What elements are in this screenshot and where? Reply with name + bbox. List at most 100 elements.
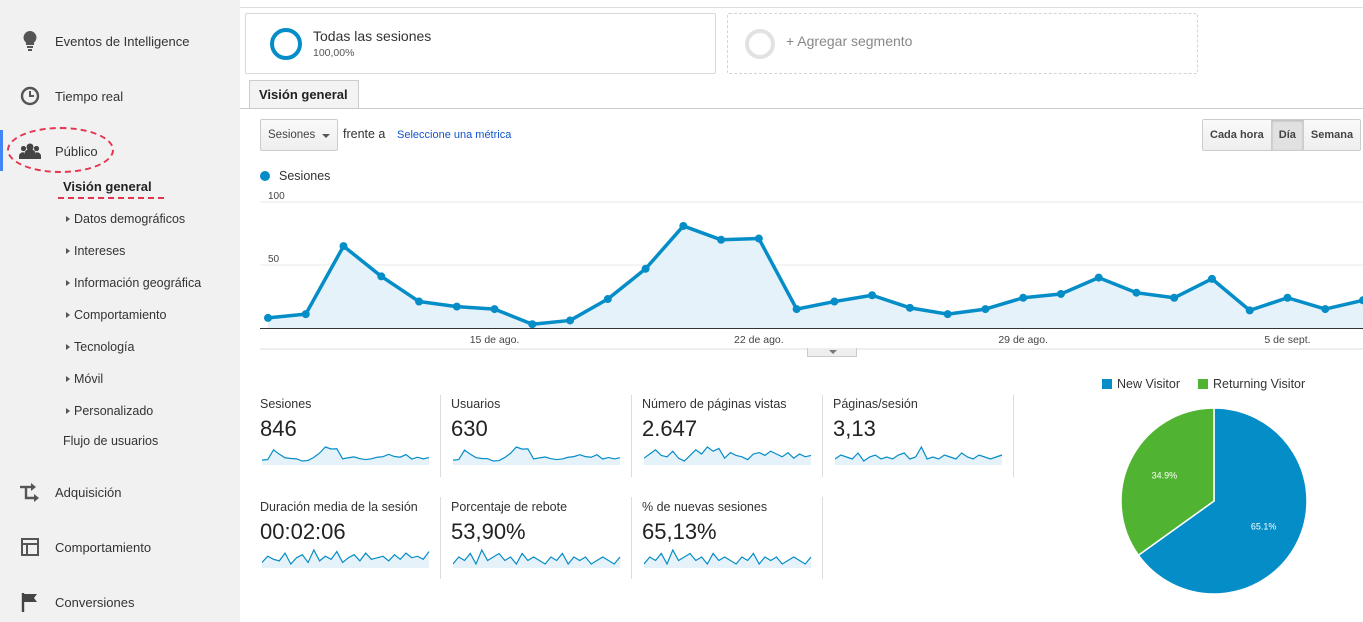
pie-slice-label: 34.9%: [1152, 471, 1178, 481]
metric-dropdown[interactable]: Sesiones: [260, 119, 338, 151]
data-point[interactable]: [603, 295, 612, 304]
main-content: Todas las sesiones 100,00% + Agregar seg…: [240, 0, 1363, 622]
metric-card[interactable]: Número de páginas vistas 2.647: [642, 397, 823, 479]
metric-card[interactable]: Sesiones 846: [260, 397, 441, 479]
granularity-week-button[interactable]: Semana: [1303, 120, 1362, 150]
subnav-label: Tecnología: [74, 340, 135, 354]
lightbulb-icon: [19, 30, 41, 52]
data-point[interactable]: [1094, 273, 1103, 282]
data-point[interactable]: [452, 302, 461, 311]
data-point[interactable]: [415, 297, 424, 306]
select-metric-link[interactable]: Seleccione una métrica: [397, 129, 512, 141]
x-tick-label: 15 de ago.: [470, 334, 520, 346]
empty-segment-ring-icon: [745, 29, 775, 59]
tab-overview[interactable]: Visión general: [249, 80, 359, 109]
nav-audience[interactable]: Público: [0, 131, 240, 171]
subnav-behavior[interactable]: Comportamiento: [66, 305, 166, 325]
metric-card[interactable]: Porcentaje de rebote 53,90%: [451, 500, 632, 582]
data-point[interactable]: [339, 242, 348, 251]
chart-collapse-handle[interactable]: [807, 348, 857, 357]
subnav-label: Personalizado: [74, 404, 154, 418]
versus-label: frente a: [343, 127, 386, 141]
y-tick-label: 100: [268, 191, 285, 202]
data-point[interactable]: [868, 291, 877, 300]
audience-icon: [19, 140, 41, 162]
data-point[interactable]: [905, 303, 914, 312]
metric-card[interactable]: Duración media de la sesión 00:02:06: [260, 500, 441, 582]
data-point[interactable]: [1170, 293, 1179, 302]
data-point[interactable]: [792, 305, 801, 314]
series-legend-marker: [260, 171, 270, 181]
granularity-day-button[interactable]: Día: [1271, 120, 1304, 150]
pie-legend-new: New Visitor: [1102, 377, 1180, 391]
subnav-interests[interactable]: Intereses: [66, 241, 125, 261]
metric-card[interactable]: Páginas/sesión 3,13: [833, 397, 1014, 479]
data-point[interactable]: [566, 316, 575, 325]
data-point[interactable]: [301, 310, 310, 319]
subnav-demographics[interactable]: Datos demográficos: [66, 209, 185, 229]
highlight-ellipse: [7, 127, 114, 173]
data-point[interactable]: [1245, 306, 1254, 315]
metric-dropdown-value: Sesiones: [268, 129, 316, 141]
flag-icon: [19, 591, 41, 613]
metric-card[interactable]: % de nuevas sesiones 65,13%: [642, 500, 823, 582]
data-point[interactable]: [264, 313, 272, 322]
sparkline-line: [453, 446, 621, 462]
data-point[interactable]: [943, 310, 952, 319]
data-point[interactable]: [754, 234, 763, 243]
data-point[interactable]: [1056, 289, 1065, 298]
nav-label: Adquisición: [55, 484, 122, 500]
data-point[interactable]: [1359, 296, 1363, 305]
nav-label: Comportamiento: [55, 539, 152, 555]
data-point[interactable]: [1019, 293, 1028, 302]
granularity-hourly-button[interactable]: Cada hora: [1203, 120, 1272, 150]
metric-card[interactable]: Usuarios 630: [451, 397, 632, 479]
metric-name: Duración media de la sesión: [260, 500, 418, 514]
data-point[interactable]: [1132, 288, 1141, 297]
metric-sparkline: [644, 548, 812, 568]
nav-conversions[interactable]: Conversiones: [0, 582, 240, 622]
metric-sparkline: [644, 446, 812, 465]
sparkline-area: [262, 550, 429, 568]
top-divider: [240, 7, 1363, 8]
add-segment-box[interactable]: + Agregar segmento: [727, 13, 1198, 74]
sparkline-line: [262, 548, 430, 566]
data-point[interactable]: [717, 235, 726, 244]
metric-sparkline: [262, 548, 430, 568]
subnav-label: Comportamiento: [74, 308, 167, 322]
y-tick-label: 50: [268, 254, 280, 265]
data-point[interactable]: [1207, 274, 1216, 283]
card-divider: [1013, 395, 1014, 477]
subnav-geo[interactable]: Información geográfica: [66, 273, 201, 293]
pie-slice[interactable]: [1120, 407, 1215, 557]
card-divider: [440, 497, 441, 579]
nav-realtime[interactable]: Tiempo real: [0, 76, 240, 116]
nav-acquisition[interactable]: Adquisición: [0, 472, 240, 512]
nav-behavior[interactable]: Comportamiento: [0, 527, 240, 567]
sessions-line-chart: 100 50 15 de ago. 22 de ago. 29 de ago. 5 de …: [260, 191, 1363, 350]
data-point[interactable]: [981, 305, 990, 314]
expand-triangle-icon: [66, 248, 70, 254]
nav-intelligence-events[interactable]: Eventos de Intelligence: [0, 21, 240, 61]
data-point[interactable]: [1321, 305, 1330, 314]
data-point[interactable]: [377, 272, 386, 281]
card-divider: [822, 395, 823, 477]
subnav-mobile[interactable]: Móvil: [66, 369, 103, 389]
add-segment-button[interactable]: + Agregar segmento: [786, 33, 913, 49]
segment-ring-icon: [270, 28, 302, 60]
data-point[interactable]: [679, 221, 688, 230]
data-point[interactable]: [528, 320, 537, 329]
card-divider: [631, 497, 632, 579]
subnav-custom[interactable]: Personalizado: [66, 401, 153, 421]
series-area: [268, 225, 1363, 328]
data-point[interactable]: [830, 297, 839, 306]
subnav-users-flow[interactable]: Flujo de usuarios: [63, 434, 159, 448]
segment-all-sessions[interactable]: Todas las sesiones 100,00%: [245, 13, 716, 74]
pie-slice[interactable]: [1137, 407, 1308, 595]
data-point[interactable]: [490, 305, 499, 314]
data-point[interactable]: [1283, 293, 1292, 302]
metric-name: Usuarios: [451, 397, 501, 411]
subnav-technology[interactable]: Tecnología: [66, 337, 134, 357]
subnav-overview[interactable]: Visión general: [63, 179, 152, 194]
data-point[interactable]: [641, 264, 650, 273]
